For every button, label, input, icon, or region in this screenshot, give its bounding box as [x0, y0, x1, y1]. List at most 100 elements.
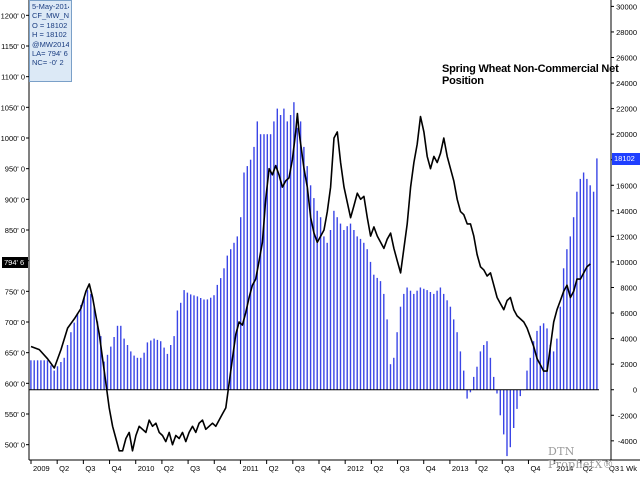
x-tick-label: 2012: [347, 464, 364, 473]
x-tick-label: 2013: [452, 464, 469, 473]
x-tick-label: Q2: [59, 464, 69, 473]
right-tick-label: 12000: [616, 232, 637, 241]
bar: [279, 115, 282, 390]
bar: [70, 332, 72, 390]
bar: [416, 290, 418, 390]
bar: [343, 230, 345, 390]
x-tick-label: 2014: [557, 464, 574, 473]
left-last-value-tag: 794' 6: [2, 257, 28, 268]
bar: [579, 178, 581, 390]
left-tick-label: 900' 0: [5, 195, 25, 204]
bar: [33, 360, 35, 390]
bar: [549, 345, 551, 390]
info-high: H = 18102: [32, 30, 67, 40]
bar: [243, 172, 245, 390]
x-tick-label: Q3: [295, 464, 305, 473]
x-tick-label: Q2: [164, 464, 174, 473]
bar: [562, 268, 565, 390]
bar: [113, 337, 115, 390]
bar: [306, 166, 308, 390]
bar: [253, 146, 255, 390]
bar: [546, 328, 548, 390]
bar: [386, 319, 388, 390]
bar: [246, 166, 248, 390]
right-tick-label: -4000: [618, 437, 637, 446]
info-symbol2: @MW2014K: [32, 39, 69, 49]
right-tick-label: 0: [633, 386, 637, 395]
bar: [130, 351, 132, 390]
bar: [200, 298, 202, 390]
bar: [589, 185, 591, 390]
bar: [66, 345, 69, 390]
bar: [436, 290, 438, 390]
right-tick-label: 10000: [616, 258, 637, 267]
bar: [313, 198, 315, 390]
bar: [160, 341, 162, 390]
x-tick-label: Q3: [85, 464, 95, 473]
x-tick-label: Q4: [321, 464, 331, 473]
left-tick-label: 1100' 0: [1, 73, 25, 82]
bar: [539, 325, 541, 390]
bar: [323, 236, 325, 390]
info-open: O = 18102: [32, 20, 68, 30]
bar: [249, 159, 252, 390]
x-tick-label: Q2: [373, 464, 383, 473]
bar: [586, 178, 588, 390]
bar: [506, 389, 508, 457]
bar: [83, 296, 85, 390]
bar: [303, 146, 305, 390]
bar: [110, 346, 112, 390]
bar: [223, 268, 225, 390]
x-tick-label: Q2: [478, 464, 488, 473]
x-corner-label: 1 Wk: [620, 464, 637, 473]
bar: [356, 236, 358, 390]
left-tick-label: 1200' 0: [1, 11, 25, 20]
x-tick-label: 2010: [138, 464, 155, 473]
bar: [50, 365, 52, 390]
bar: [236, 236, 238, 390]
bar: [439, 287, 442, 390]
bar: [516, 389, 518, 409]
bar: [63, 357, 65, 390]
x-tick-label: Q3: [400, 464, 410, 473]
bar: [80, 304, 82, 390]
bar: [519, 389, 521, 397]
chart-title: Spring Wheat Non-Commercial Net Position: [442, 63, 619, 87]
bar: [293, 102, 295, 390]
bar: [463, 370, 465, 390]
bar: [466, 389, 468, 399]
watermark: DTN ProphetX®: [548, 445, 614, 471]
bar: [459, 351, 462, 390]
bar: [36, 360, 39, 390]
right-tick-label: 26000: [616, 54, 637, 63]
info-symbol1: CF_MW_NN: [32, 11, 69, 21]
bar: [216, 284, 218, 390]
bar: [76, 313, 79, 390]
bar: [383, 293, 385, 390]
bar: [493, 376, 495, 390]
bar: [566, 249, 568, 390]
right-tick-label: 28000: [616, 28, 637, 37]
right-tick-label: 30000: [616, 2, 637, 11]
bar: [433, 293, 435, 390]
bar: [86, 290, 89, 390]
bar: [419, 287, 422, 390]
right-tick-label: 22000: [616, 105, 637, 114]
price-line: [30, 112, 591, 452]
bar: [180, 302, 182, 390]
bar: [230, 249, 232, 390]
bar: [423, 288, 425, 390]
bar: [503, 389, 505, 435]
bar: [376, 277, 378, 390]
bar: [240, 217, 242, 390]
bar: [473, 376, 475, 390]
x-tick-label: Q4: [216, 464, 226, 473]
x-tick-label: Q2: [583, 464, 593, 473]
right-tick-label: 8000: [620, 284, 637, 293]
bar: [366, 249, 368, 390]
bar: [60, 362, 62, 390]
bar: [233, 242, 235, 390]
bar: [509, 389, 511, 448]
bar: [393, 357, 395, 390]
